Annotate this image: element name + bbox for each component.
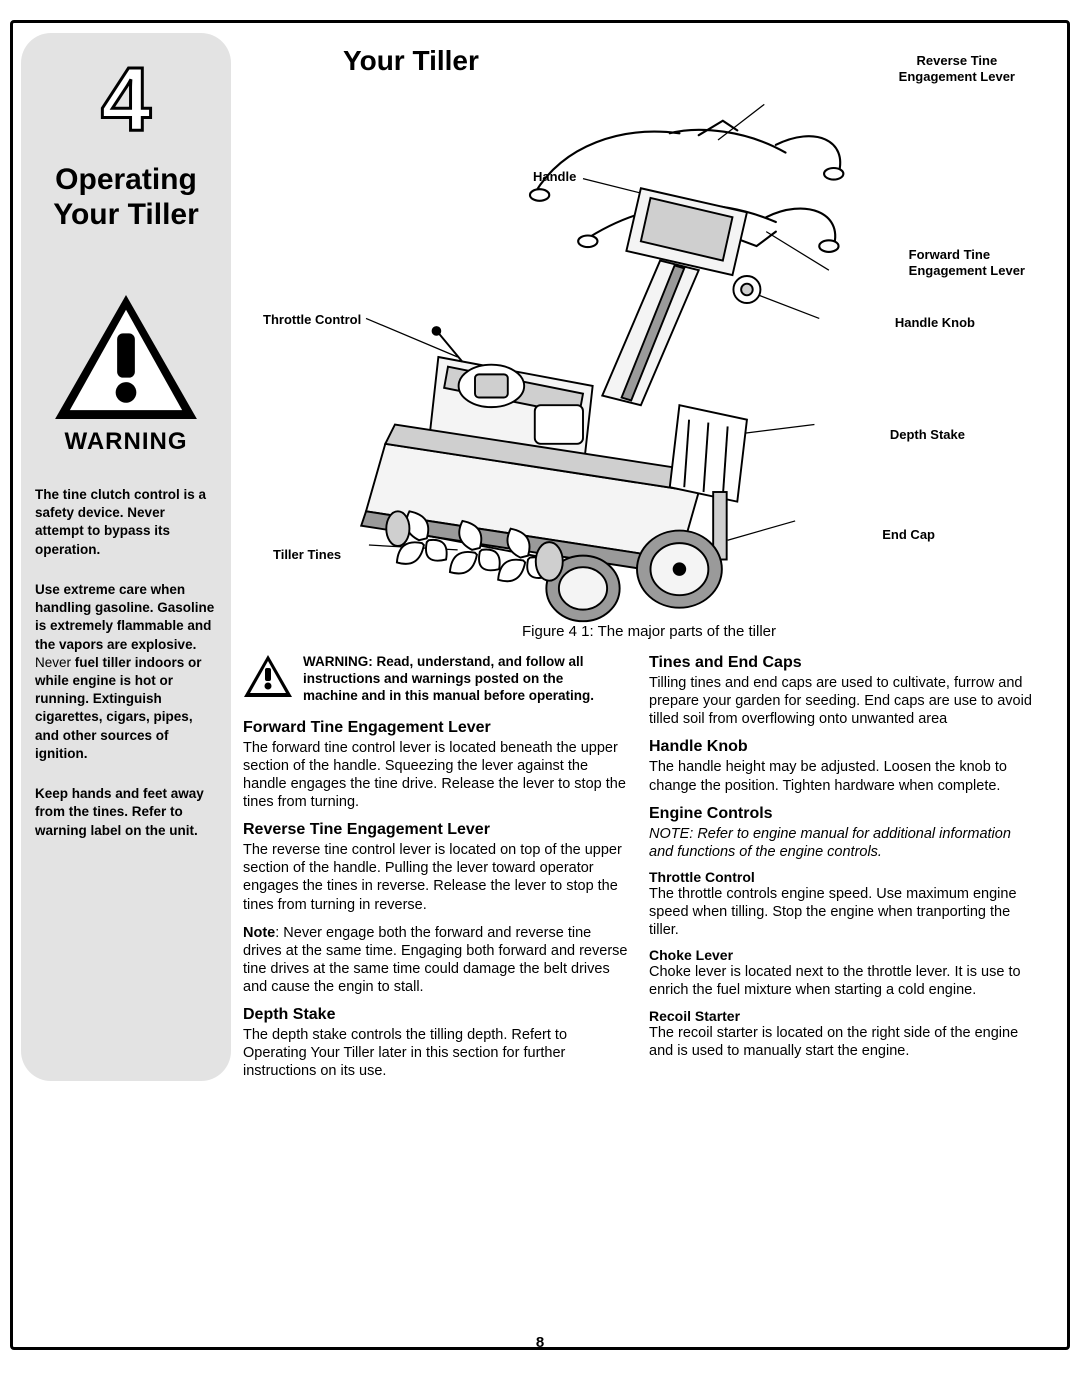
label-reverse-lever: Reverse Tine Engagement Lever bbox=[899, 53, 1015, 84]
layout: 4 Operating Your Tiller WARNING The tine… bbox=[21, 33, 1059, 1081]
left-column: WARNING: Read, understand, and follow al… bbox=[243, 654, 649, 1081]
warning-label: WARNING bbox=[65, 428, 188, 456]
label-end-cap: End Cap bbox=[882, 527, 935, 543]
heading-depth-stake: Depth Stake bbox=[243, 1006, 633, 1024]
label-forward-lever: Forward Tine Engagement Lever bbox=[909, 247, 1025, 278]
heading-reverse-lever: Reverse Tine Engagement Lever bbox=[243, 821, 633, 839]
sidebar-title: Operating Your Tiller bbox=[53, 163, 199, 232]
inline-warning-text: WARNING: Read, understand, and follow al… bbox=[303, 654, 603, 705]
tiller-illustration bbox=[293, 87, 873, 627]
sidebar-title-line2: Your Tiller bbox=[53, 198, 199, 231]
heading-choke-lever: Choke Lever bbox=[649, 947, 1039, 963]
engine-note-italic: NOTE: Refer to engine manual for additio… bbox=[649, 826, 1011, 860]
note-label: Note bbox=[243, 925, 275, 941]
sidebar-para-2n: Never bbox=[35, 655, 75, 670]
section-number: 4 bbox=[101, 55, 151, 145]
para-note: Note: Never engage both the forward and … bbox=[243, 924, 633, 997]
heading-engine-controls: Engine Controls bbox=[649, 805, 1039, 823]
warning-sidebar: 4 Operating Your Tiller WARNING The tine… bbox=[21, 33, 231, 1081]
para-depth-stake: The depth stake controls the tilling dep… bbox=[243, 1026, 633, 1080]
sidebar-para-2: Use extreme care when handling gasoline.… bbox=[35, 581, 217, 763]
page-frame: 4 Operating Your Tiller WARNING The tine… bbox=[10, 20, 1070, 1350]
label-handle-knob: Handle Knob bbox=[895, 315, 975, 331]
para-engine-note: NOTE: Refer to engine manual for additio… bbox=[649, 825, 1039, 861]
sidebar-para-1: The tine clutch control is a safety devi… bbox=[35, 486, 217, 559]
sidebar-para-2b: fuel tiller indoors or while engine is h… bbox=[35, 655, 202, 761]
inline-warning-box: WARNING: Read, understand, and follow al… bbox=[243, 654, 603, 705]
right-column: Tines and End Caps Tilling tines and end… bbox=[649, 654, 1055, 1081]
figure-area: Reverse Tine Engagement Lever Handle For… bbox=[243, 47, 1055, 617]
note-body: : Never engage both the forward and reve… bbox=[243, 925, 627, 995]
para-throttle-control: The throttle controls engine speed. Use … bbox=[649, 885, 1039, 939]
sidebar-para-2a: Use extreme care when handling gasoline.… bbox=[35, 582, 214, 652]
para-forward-lever: The forward tine control lever is locate… bbox=[243, 739, 633, 812]
page-number: 8 bbox=[13, 1334, 1067, 1351]
heading-tines-caps: Tines and End Caps bbox=[649, 654, 1039, 672]
main-content: Your Tiller Reverse Tine Engagement Leve… bbox=[243, 33, 1059, 1081]
para-handle-knob: The handle height may be adjusted. Loose… bbox=[649, 758, 1039, 794]
para-choke-lever: Choke lever is located next to the throt… bbox=[649, 963, 1039, 999]
heading-handle-knob: Handle Knob bbox=[649, 738, 1039, 756]
heading-recoil-starter: Recoil Starter bbox=[649, 1008, 1039, 1024]
heading-forward-lever: Forward Tine Engagement Lever bbox=[243, 719, 633, 737]
para-recoil-starter: The recoil starter is located on the rig… bbox=[649, 1024, 1039, 1060]
warning-triangle-icon bbox=[51, 292, 201, 422]
para-tines-caps: Tilling tines and end caps are used to c… bbox=[649, 674, 1039, 728]
label-depth-stake: Depth Stake bbox=[890, 427, 965, 443]
sidebar-title-line1: Operating bbox=[55, 163, 197, 196]
para-reverse-lever: The reverse tine control lever is locate… bbox=[243, 841, 633, 914]
text-columns: WARNING: Read, understand, and follow al… bbox=[243, 654, 1055, 1081]
sidebar-para-3: Keep hands and feet away from the tines.… bbox=[35, 785, 217, 840]
heading-throttle-control: Throttle Control bbox=[649, 869, 1039, 885]
warning-triangle-small-icon bbox=[243, 654, 293, 698]
